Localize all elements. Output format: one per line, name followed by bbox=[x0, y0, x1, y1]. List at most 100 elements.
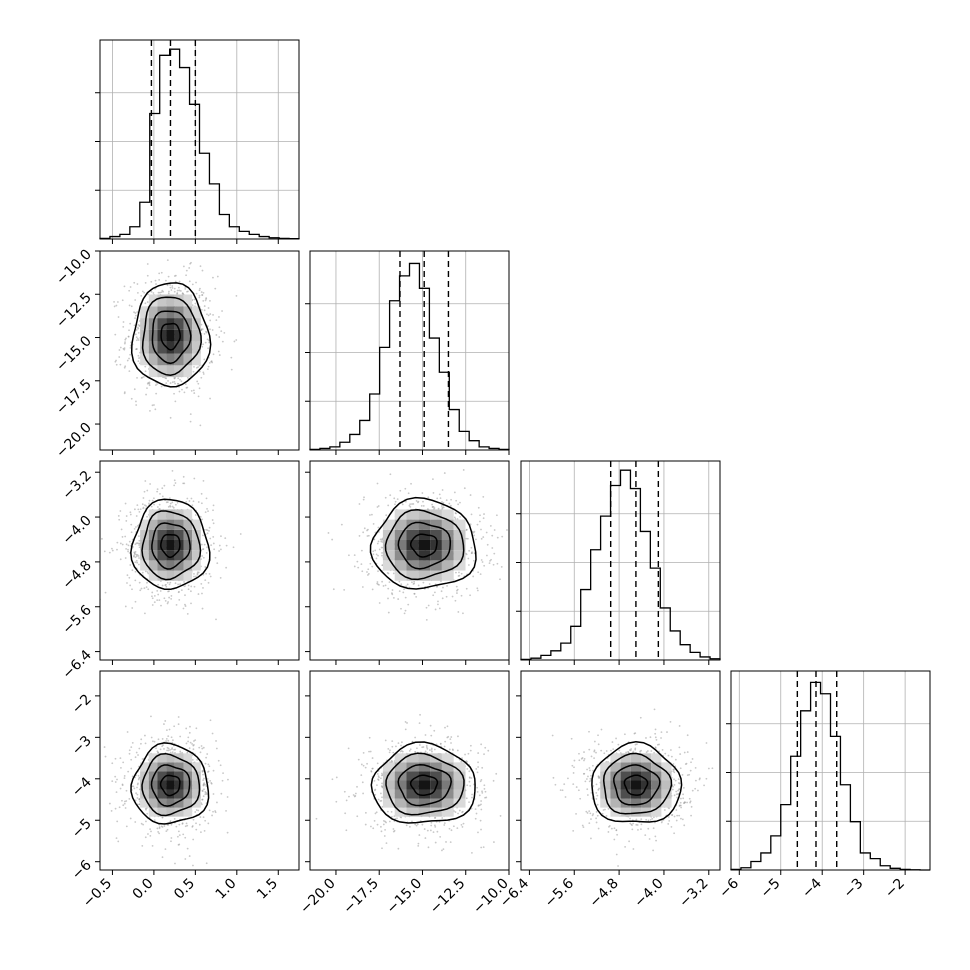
scatter-point bbox=[396, 498, 399, 501]
scatter-point bbox=[361, 586, 364, 588]
density-cell bbox=[382, 762, 395, 772]
scatter-point bbox=[368, 736, 371, 739]
scatter-point bbox=[433, 748, 436, 751]
scatter-point bbox=[366, 762, 368, 765]
scatter-point bbox=[212, 536, 215, 538]
scatter-point bbox=[470, 807, 473, 810]
scatter-point bbox=[400, 607, 402, 610]
scatter-point bbox=[202, 773, 204, 776]
scatter-point bbox=[476, 771, 479, 774]
scatter-point bbox=[679, 767, 682, 770]
scatter-point bbox=[165, 382, 168, 384]
scatter-point bbox=[204, 579, 207, 582]
scatter-point bbox=[170, 289, 173, 291]
scatter-point bbox=[177, 583, 180, 586]
scatter-point bbox=[362, 498, 365, 501]
scatter-point bbox=[434, 816, 437, 819]
scatter-point bbox=[151, 595, 153, 598]
scatter-point bbox=[679, 753, 682, 755]
scatter-point bbox=[207, 510, 209, 513]
contour-line bbox=[160, 322, 181, 351]
scatter-point bbox=[635, 823, 638, 826]
contour-line bbox=[384, 509, 465, 581]
scatter-point bbox=[371, 757, 374, 759]
scatter-point bbox=[437, 507, 440, 510]
scatter-point bbox=[388, 820, 391, 823]
scatter-point bbox=[134, 317, 136, 320]
scatter-point bbox=[381, 796, 383, 799]
scatter-point bbox=[449, 841, 452, 844]
contour-line bbox=[151, 310, 192, 365]
scatter-point bbox=[500, 565, 503, 568]
scatter-point bbox=[216, 562, 219, 565]
scatter-point bbox=[103, 746, 106, 748]
density-cell bbox=[453, 560, 466, 571]
scatter-point bbox=[129, 511, 132, 514]
density-cell bbox=[174, 341, 184, 354]
scatter-point bbox=[456, 827, 459, 829]
scatter-point bbox=[426, 747, 429, 750]
scatter-point bbox=[147, 833, 149, 835]
scatter-point bbox=[689, 801, 692, 804]
scatter-point bbox=[110, 547, 113, 550]
scatter-point bbox=[203, 309, 206, 312]
scatter-point bbox=[357, 566, 360, 569]
scatter-point bbox=[186, 386, 189, 389]
scatter-point bbox=[189, 741, 192, 744]
scatter-point bbox=[189, 725, 191, 728]
scatter-point bbox=[345, 829, 348, 832]
scatter-point bbox=[169, 284, 172, 286]
scatter-point bbox=[150, 715, 152, 718]
scatter-point bbox=[383, 835, 386, 837]
scatter-point bbox=[136, 561, 139, 564]
density-cell bbox=[166, 365, 175, 378]
scatter-point bbox=[381, 580, 384, 583]
scatter-point bbox=[480, 800, 483, 802]
scatter-point bbox=[221, 340, 224, 343]
scatter-point bbox=[176, 835, 179, 838]
scatter-point bbox=[429, 829, 432, 832]
contour-line bbox=[130, 742, 210, 825]
scatter-point bbox=[185, 269, 188, 272]
scatter-point bbox=[446, 585, 448, 587]
scatter-point bbox=[156, 488, 159, 491]
scatter-point bbox=[205, 756, 208, 759]
scatter-point bbox=[125, 543, 128, 546]
scatter-point bbox=[461, 810, 464, 813]
scatter-point bbox=[214, 810, 217, 812]
scatter-point bbox=[677, 789, 679, 792]
panel-0-2 bbox=[100, 469, 242, 621]
scatter-point bbox=[649, 818, 652, 821]
scatter-point bbox=[201, 607, 204, 610]
density-cell bbox=[394, 753, 407, 763]
scatter-point bbox=[170, 837, 173, 839]
scatter-point bbox=[187, 740, 189, 743]
scatter-point bbox=[206, 368, 209, 371]
scatter-point bbox=[192, 818, 195, 821]
scatter-point bbox=[214, 556, 217, 559]
density-cell bbox=[140, 341, 149, 354]
scatter-point bbox=[663, 809, 666, 811]
scatter-point bbox=[205, 552, 208, 554]
scatter-point bbox=[127, 544, 130, 547]
scatter-point bbox=[117, 515, 120, 517]
scatter-point bbox=[170, 736, 173, 739]
density-cell bbox=[453, 771, 466, 781]
scatter-point bbox=[202, 343, 204, 346]
scatter-point bbox=[421, 492, 424, 494]
scatter-point bbox=[384, 828, 386, 831]
density-cell bbox=[183, 365, 193, 378]
scatter-point bbox=[415, 824, 418, 827]
contour-line bbox=[141, 296, 202, 376]
scatter-point bbox=[167, 735, 170, 738]
density-cell bbox=[453, 550, 466, 561]
scatter-point bbox=[583, 758, 586, 760]
scatter-point bbox=[125, 520, 128, 522]
scatter-point bbox=[476, 589, 479, 592]
scatter-point bbox=[377, 554, 379, 557]
scatter-point bbox=[153, 740, 156, 743]
scatter-point bbox=[374, 812, 377, 815]
scatter-point bbox=[215, 618, 217, 621]
density-cell bbox=[441, 539, 454, 551]
scatter-point bbox=[439, 835, 442, 838]
